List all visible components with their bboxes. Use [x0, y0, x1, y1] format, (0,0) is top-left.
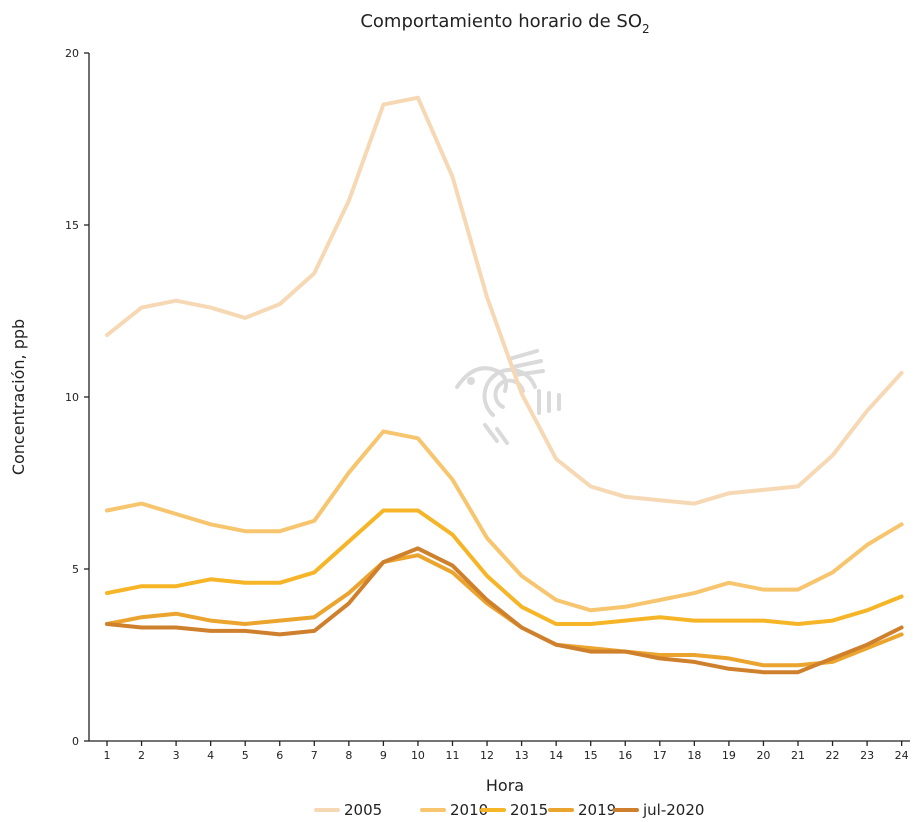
x-tick-label: 3	[173, 749, 180, 762]
legend-item-jul-2020: jul-2020	[613, 801, 704, 819]
series-line-2019	[105, 553, 904, 668]
x-tick-label: 19	[722, 749, 736, 762]
series-line-2010	[105, 429, 904, 613]
x-tick-label: 12	[480, 749, 494, 762]
legend-label: 2015	[510, 801, 548, 819]
x-tick-label: 7	[311, 749, 318, 762]
x-tick-label: 17	[653, 749, 667, 762]
y-tick-label: 15	[65, 219, 79, 232]
x-tick-label: 4	[207, 749, 214, 762]
bird-glyph-logo-icon	[455, 349, 561, 445]
y-tick-label: 5	[72, 563, 79, 576]
x-tick-label: 2	[138, 749, 145, 762]
legend-label: 2019	[578, 801, 616, 819]
x-tick-label: 10	[411, 749, 425, 762]
legend-label: jul-2020	[642, 801, 704, 819]
legend-item-2005: 2005	[314, 801, 382, 819]
x-tick-label: 23	[860, 749, 874, 762]
axes	[88, 53, 910, 742]
y-axis-title: Concentración, ppb	[9, 319, 28, 475]
legend-item-2015: 2015	[480, 801, 548, 819]
legend: 2005 2010 2015 2019 jul-2020	[314, 801, 704, 819]
x-tick-label: 9	[380, 749, 387, 762]
x-tick-label: 6	[276, 749, 283, 762]
x-axis-title: Hora	[486, 776, 524, 795]
legend-label: 2010	[450, 801, 488, 819]
series-line-2015	[105, 508, 904, 626]
series-line-2005	[105, 95, 904, 506]
x-tick-label: 5	[242, 749, 249, 762]
x-tick-label: 21	[791, 749, 805, 762]
y-tick-label: 20	[65, 47, 79, 60]
legend-label: 2005	[344, 801, 382, 819]
legend-item-2010: 2010	[420, 801, 488, 819]
x-tick-label: 16	[618, 749, 632, 762]
legend-item-2019: 2019	[548, 801, 616, 819]
x-tick-label: 8	[345, 749, 352, 762]
series-lines	[105, 95, 904, 675]
x-tick-label: 15	[584, 749, 598, 762]
x-tick-label: 14	[549, 749, 563, 762]
x-tick-label: 11	[446, 749, 460, 762]
x-tick-label: 1	[104, 749, 111, 762]
x-tick-label: 13	[515, 749, 529, 762]
x-tick-label: 24	[895, 749, 909, 762]
x-tick-label: 22	[826, 749, 840, 762]
y-ticks: 0 5 10 15 20	[65, 47, 89, 748]
chart-title-text: Comportamiento horario de SO	[360, 11, 642, 32]
chart-title: Comportamiento horario de SO2	[360, 11, 649, 36]
y-tick-label: 10	[65, 391, 79, 404]
x-ticks: 1 2 3 4 5 6 7 8 9 10 11 12 13 14 15 16 17 18 19 20 21 22 23 24	[104, 741, 909, 762]
x-tick-label: 20	[756, 749, 770, 762]
series-line-jul-2020	[105, 546, 904, 675]
chart-title-subscript: 2	[642, 22, 650, 36]
y-tick-label: 0	[72, 735, 79, 748]
x-tick-label: 18	[687, 749, 701, 762]
